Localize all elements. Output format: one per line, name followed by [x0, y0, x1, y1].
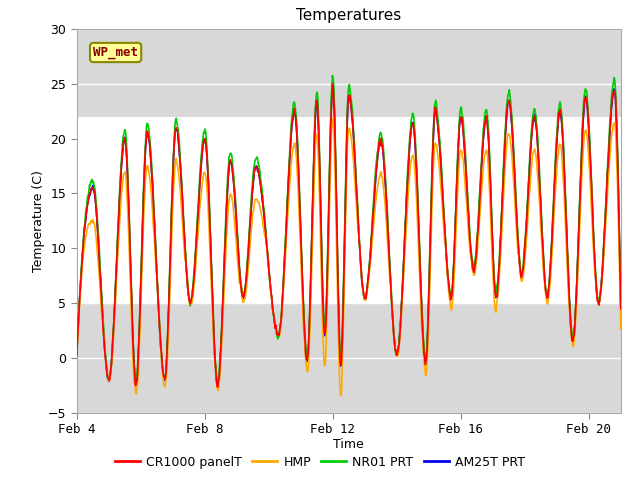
CR1000 panelT	[356, 244, 364, 250]
AM25T PRT	[329, 82, 337, 88]
AM25T PRT	[356, 248, 364, 254]
Line: HMP: HMP	[77, 119, 621, 396]
NR01 PRT	[617, 302, 625, 308]
CR1000 panelT	[73, 353, 81, 359]
CR1000 panelT	[135, 339, 143, 345]
HMP	[135, 355, 143, 361]
NR01 PRT	[135, 336, 143, 342]
NR01 PRT	[214, 379, 221, 385]
NR01 PRT	[73, 351, 81, 357]
X-axis label: Time: Time	[333, 438, 364, 451]
AM25T PRT	[402, 211, 410, 216]
AM25T PRT	[490, 276, 498, 281]
HMP	[402, 230, 410, 236]
CR1000 panelT	[328, 81, 336, 87]
Line: CR1000 panelT: CR1000 panelT	[77, 84, 621, 387]
NR01 PRT	[356, 246, 364, 252]
CR1000 panelT	[490, 276, 498, 281]
Y-axis label: Temperature (C): Temperature (C)	[32, 170, 45, 272]
HMP	[73, 351, 81, 357]
HMP	[356, 249, 364, 255]
CR1000 panelT	[214, 384, 221, 390]
Bar	[77, 117, 621, 303]
HMP	[183, 275, 191, 280]
Line: NR01 PRT: NR01 PRT	[77, 75, 621, 382]
HMP	[147, 178, 154, 184]
HMP	[328, 116, 336, 121]
NR01 PRT	[402, 209, 410, 215]
CR1000 panelT	[183, 275, 191, 281]
NR01 PRT	[328, 72, 336, 78]
AM25T PRT	[136, 322, 143, 328]
AM25T PRT	[184, 284, 191, 290]
HMP	[490, 293, 498, 299]
Title: Temperatures: Temperatures	[296, 9, 401, 24]
HMP	[337, 393, 345, 398]
AM25T PRT	[617, 304, 625, 310]
CR1000 panelT	[147, 150, 154, 156]
NR01 PRT	[490, 269, 498, 275]
CR1000 panelT	[617, 306, 625, 312]
AM25T PRT	[147, 157, 155, 163]
Legend: CR1000 panelT, HMP, NR01 PRT, AM25T PRT: CR1000 panelT, HMP, NR01 PRT, AM25T PRT	[110, 451, 530, 474]
NR01 PRT	[147, 142, 154, 147]
NR01 PRT	[183, 269, 191, 275]
HMP	[617, 326, 625, 332]
AM25T PRT	[132, 383, 140, 388]
Text: WP_met: WP_met	[93, 46, 138, 59]
CR1000 panelT	[402, 213, 410, 218]
Line: AM25T PRT: AM25T PRT	[77, 85, 621, 385]
AM25T PRT	[73, 350, 81, 356]
